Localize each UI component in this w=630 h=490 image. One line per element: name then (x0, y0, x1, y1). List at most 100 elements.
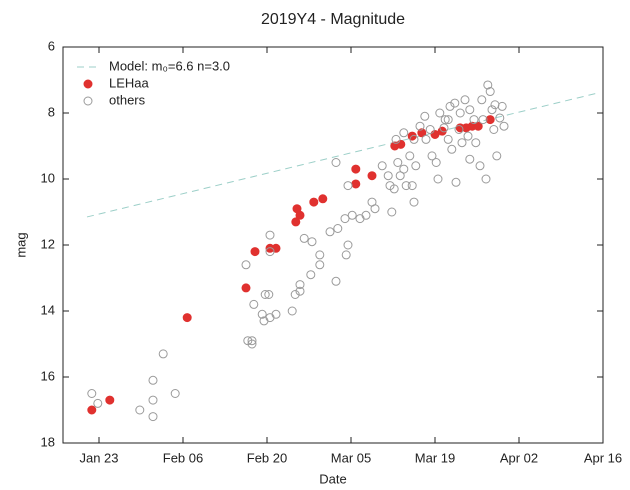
hollow-point (264, 290, 274, 299)
hollow-point (420, 111, 430, 121)
chart-title: 2019Y4 - Magnitude (261, 11, 405, 28)
hollow-point (499, 121, 509, 131)
hollow-point (460, 95, 470, 105)
y-tick-label: 8 (48, 104, 55, 119)
x-tick-label: Apr 16 (584, 450, 622, 465)
hollow-point (325, 227, 335, 237)
point (485, 115, 495, 125)
hollow-point (265, 230, 275, 240)
hollow-point (443, 134, 453, 144)
x-tick-label: Jan 23 (79, 450, 118, 465)
point (309, 197, 319, 207)
x-tick-label: Feb 06 (163, 450, 203, 465)
hollow-point (454, 125, 464, 134)
hollow-point (463, 131, 473, 141)
hollow-point (355, 214, 365, 224)
point (417, 128, 427, 138)
hollow-point (331, 158, 341, 167)
legend-label: Model: m₀=6.6 n=3.0 (109, 58, 230, 73)
point (367, 171, 377, 181)
hollow-point (431, 158, 441, 167)
hollow-point (247, 336, 257, 346)
hollow-point (481, 174, 491, 184)
hollow-point (450, 98, 460, 108)
x-tick-label: Feb 20 (247, 450, 287, 465)
hollow-point (257, 309, 267, 319)
hollow-point (341, 250, 351, 260)
point (396, 139, 406, 149)
point (271, 243, 281, 253)
point (182, 313, 192, 323)
hollow-point (439, 123, 449, 133)
hollow-point (343, 181, 353, 191)
point (105, 395, 115, 405)
hollow-point (471, 138, 481, 148)
x-tick-label: Apr 02 (500, 450, 538, 465)
hollow-point (148, 375, 158, 385)
hollow-point (87, 389, 97, 398)
y-tick-label: 14 (41, 302, 55, 317)
hollow-point (148, 395, 158, 405)
y-tick-label: 18 (41, 434, 55, 449)
y-tick-label: 10 (41, 170, 55, 185)
hollow-point (425, 125, 435, 134)
hollow-point (247, 339, 257, 349)
hollow-point (271, 309, 281, 319)
x-axis-label: Date (319, 471, 346, 486)
y-tick-label: 12 (41, 236, 55, 251)
hollow-point (343, 240, 353, 250)
y-tick-label: 16 (41, 368, 55, 383)
hollow-point (477, 95, 487, 105)
hollow-point (490, 100, 500, 110)
hollow-point (361, 210, 371, 220)
point (351, 164, 361, 174)
point (318, 194, 328, 204)
hollow-point (135, 405, 145, 415)
hollow-point (249, 299, 259, 309)
hollow-point (492, 151, 502, 161)
hollow-point (333, 224, 343, 233)
hollow-point (287, 306, 297, 316)
hollow-point (447, 144, 457, 154)
hollow-point (487, 105, 497, 115)
hollow-point (389, 184, 399, 194)
hollow-point (340, 214, 350, 224)
hollow-point (457, 138, 467, 148)
point (291, 217, 301, 227)
legend-swatch (83, 96, 93, 106)
hollow-point (241, 260, 251, 270)
hollow-point (443, 115, 453, 125)
hollow-point (421, 134, 431, 144)
hollow-point (387, 207, 397, 217)
hollow-point (497, 101, 507, 111)
hollow-point (483, 80, 493, 90)
hollow-point (495, 113, 505, 123)
hollow-point (451, 177, 461, 187)
hollow-point (331, 276, 341, 286)
hollow-point (383, 171, 393, 181)
x-tick-label: Mar 19 (415, 450, 455, 465)
model-line (86, 92, 598, 218)
point (250, 247, 260, 257)
hollow-point (306, 270, 316, 280)
legend-swatch (83, 79, 93, 89)
hollow-point (478, 115, 488, 125)
hollow-point (411, 161, 421, 171)
hollow-point (377, 161, 387, 171)
hollow-point (260, 290, 270, 299)
hollow-point (407, 181, 417, 191)
hollow-point (347, 210, 357, 220)
hollow-point (391, 134, 401, 144)
legend-label: LEHaa (109, 75, 150, 90)
hollow-point (475, 161, 485, 171)
hollow-point (315, 260, 325, 270)
hollow-point (465, 154, 475, 164)
hollow-point (445, 101, 455, 111)
hollow-point (409, 197, 419, 207)
hollow-point (465, 105, 475, 115)
hollow-point (435, 108, 445, 118)
hollow-point (148, 412, 158, 422)
hollow-point (427, 151, 437, 161)
hollow-point (170, 389, 180, 398)
